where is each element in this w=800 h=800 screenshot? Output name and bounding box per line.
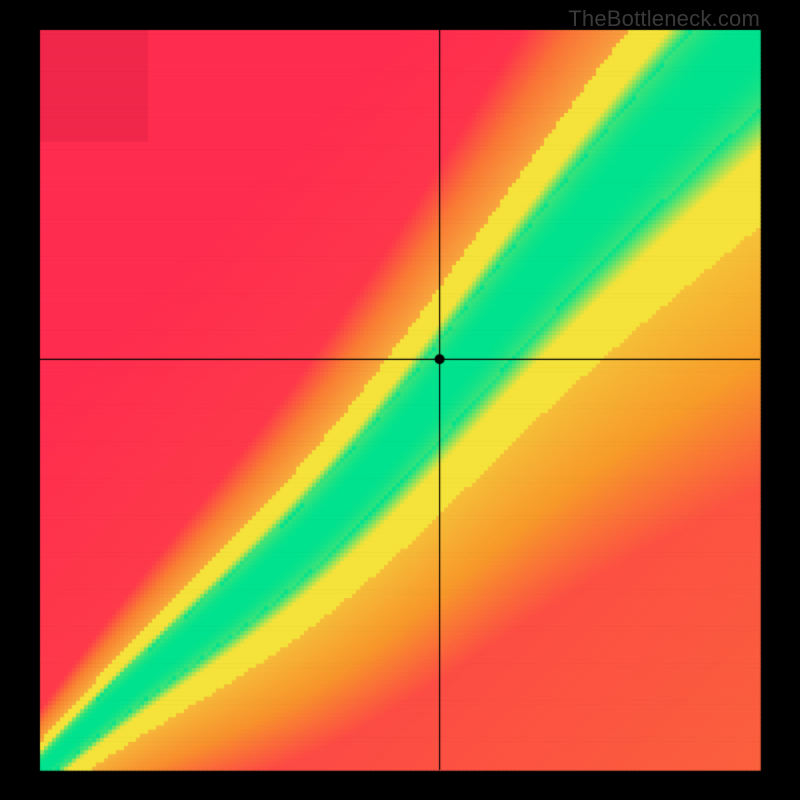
- heatmap-canvas: [0, 0, 800, 800]
- watermark-text: TheBottleneck.com: [568, 6, 760, 32]
- chart-container: TheBottleneck.com: [0, 0, 800, 800]
